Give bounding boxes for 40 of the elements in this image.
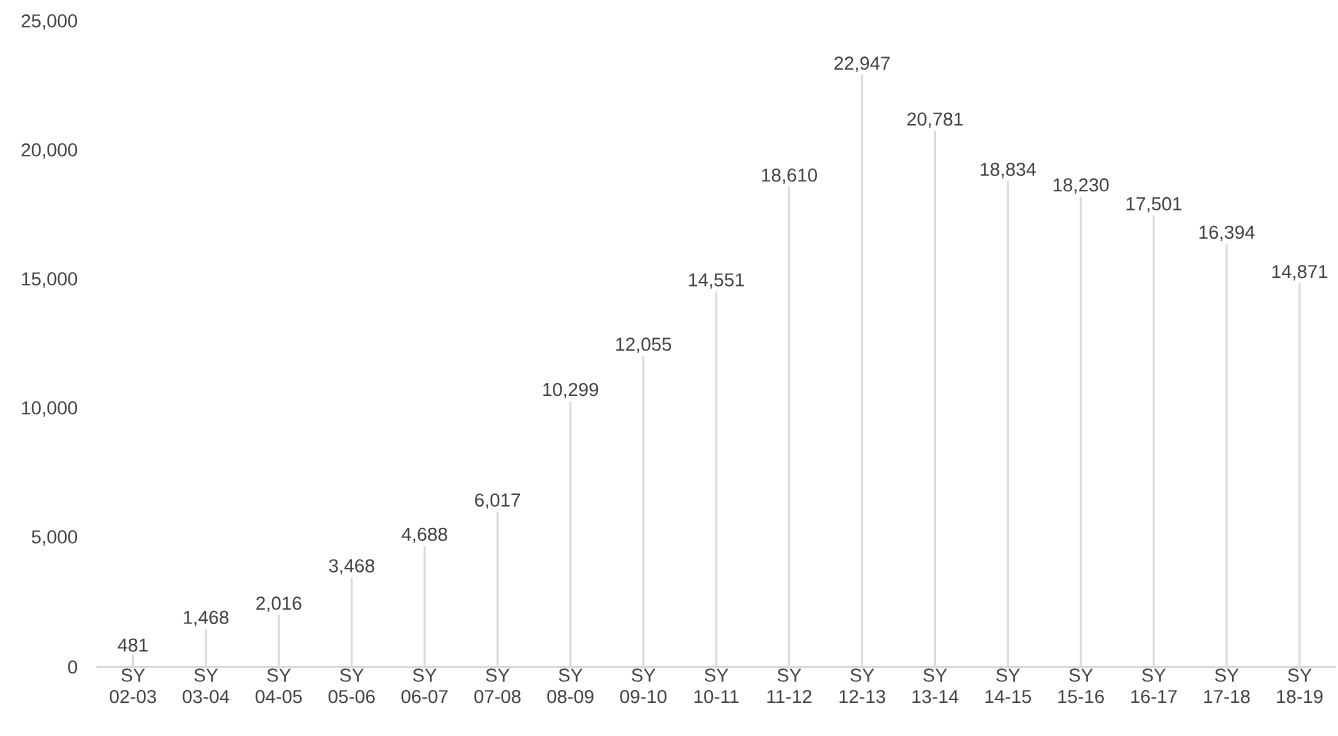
- data-label: 3,468: [329, 559, 375, 575]
- data-label: 18,230: [1053, 178, 1109, 194]
- data-label: 6,017: [475, 493, 520, 509]
- data-label: 14,551: [689, 273, 744, 289]
- y-tick-label: 15,000: [22, 272, 78, 288]
- y-tick-label: 5,000: [31, 530, 78, 546]
- data-label: 10,299: [543, 382, 599, 399]
- x-tick-label: SY 08-09: [547, 668, 594, 704]
- x-tick-label: SY 09-10: [620, 668, 667, 704]
- data-label: 481: [117, 638, 148, 652]
- data-label: 4,688: [401, 527, 448, 544]
- x-tick-label: SY 04-05: [255, 668, 302, 704]
- data-label: 1,468: [183, 610, 229, 627]
- x-tick-label: SY 11-12: [767, 668, 812, 703]
- data-label: 2,016: [256, 596, 302, 613]
- x-tick-label: SY 06-07: [401, 668, 448, 704]
- data-label: 22,947: [834, 56, 890, 73]
- x-tick-label: SY 15-16: [1058, 668, 1104, 704]
- x-tick-label: SY 02-03: [109, 668, 156, 704]
- x-tick-label: SY 14-15: [985, 668, 1031, 704]
- y-tick-label: 10,000: [22, 401, 78, 417]
- data-label: 20,781: [907, 112, 963, 128]
- data-label: 12,055: [616, 337, 672, 354]
- x-tick-label: SY 10-11: [694, 668, 739, 704]
- data-label: 14,871: [1272, 264, 1328, 281]
- data-label: 17,501: [1126, 197, 1182, 213]
- data-label: 18,610: [762, 168, 817, 184]
- y-tick-label: 20,000: [21, 143, 78, 159]
- x-tick-label: SY 05-06: [328, 668, 375, 704]
- x-tick-label: SY 12-13: [839, 668, 886, 704]
- x-tick-label: SY 13-14: [912, 668, 959, 704]
- y-tick-label: 25,000: [21, 14, 78, 30]
- data-label: 18,834: [980, 162, 1036, 179]
- data-label: 16,394: [1199, 225, 1255, 242]
- x-tick-label: SY 03-04: [182, 668, 230, 704]
- y-tick-label: 0: [68, 660, 78, 674]
- x-tick-label: SY 18-19: [1277, 668, 1323, 704]
- x-tick-label: SY 16-17: [1131, 668, 1177, 704]
- x-tick-label: SY 07-08: [474, 668, 521, 704]
- x-tick-label: SY 17-18: [1204, 668, 1250, 704]
